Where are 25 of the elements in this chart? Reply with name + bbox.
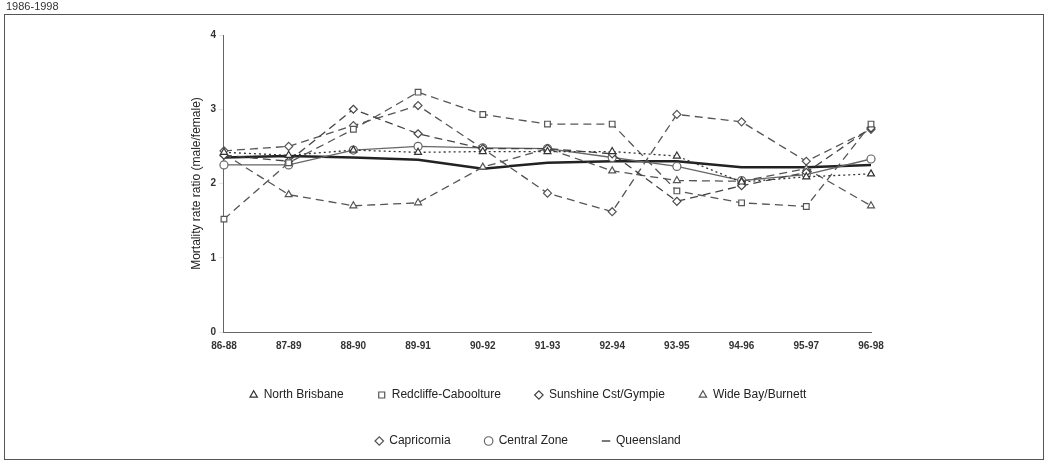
- x-tick-label: 91-93: [534, 339, 561, 351]
- legend-label: Central Zone: [498, 433, 569, 448]
- x-tick-label: 95-97: [793, 339, 820, 351]
- legend-label: Wide Bay/Burnett: [712, 387, 807, 402]
- legend-label: Queensland: [616, 433, 681, 448]
- x-tick-label: 87-89: [275, 339, 302, 351]
- y-tick-label: 2: [210, 177, 217, 189]
- legend-label: Redcliffe-Caboolture: [391, 387, 502, 402]
- y-tick-label: 0: [210, 325, 217, 337]
- x-tick-label: 86-88: [211, 339, 238, 351]
- text: 1986-1998: [6, 0, 59, 13]
- x-tick-label: 93-95: [664, 339, 691, 351]
- x-tick-label: 94-96: [728, 339, 755, 351]
- legend-label: Sunshine Cst/Gympie: [548, 387, 666, 402]
- legend-label: Capricornia: [389, 433, 451, 448]
- x-tick-label: 96-98: [858, 339, 885, 351]
- legend-label: North Brisbane: [263, 387, 345, 402]
- x-tick-label: 90-92: [469, 339, 496, 351]
- y-axis-title: Mortality rate ratio (male/female): [188, 97, 203, 270]
- x-tick-label: 89-91: [405, 339, 432, 351]
- y-tick-label: 4: [210, 28, 217, 40]
- x-tick-label: 92-94: [599, 339, 626, 351]
- y-tick-label: 3: [210, 103, 217, 114]
- y-tick-label: 1: [210, 251, 217, 263]
- x-tick-label: 88-90: [340, 339, 367, 351]
